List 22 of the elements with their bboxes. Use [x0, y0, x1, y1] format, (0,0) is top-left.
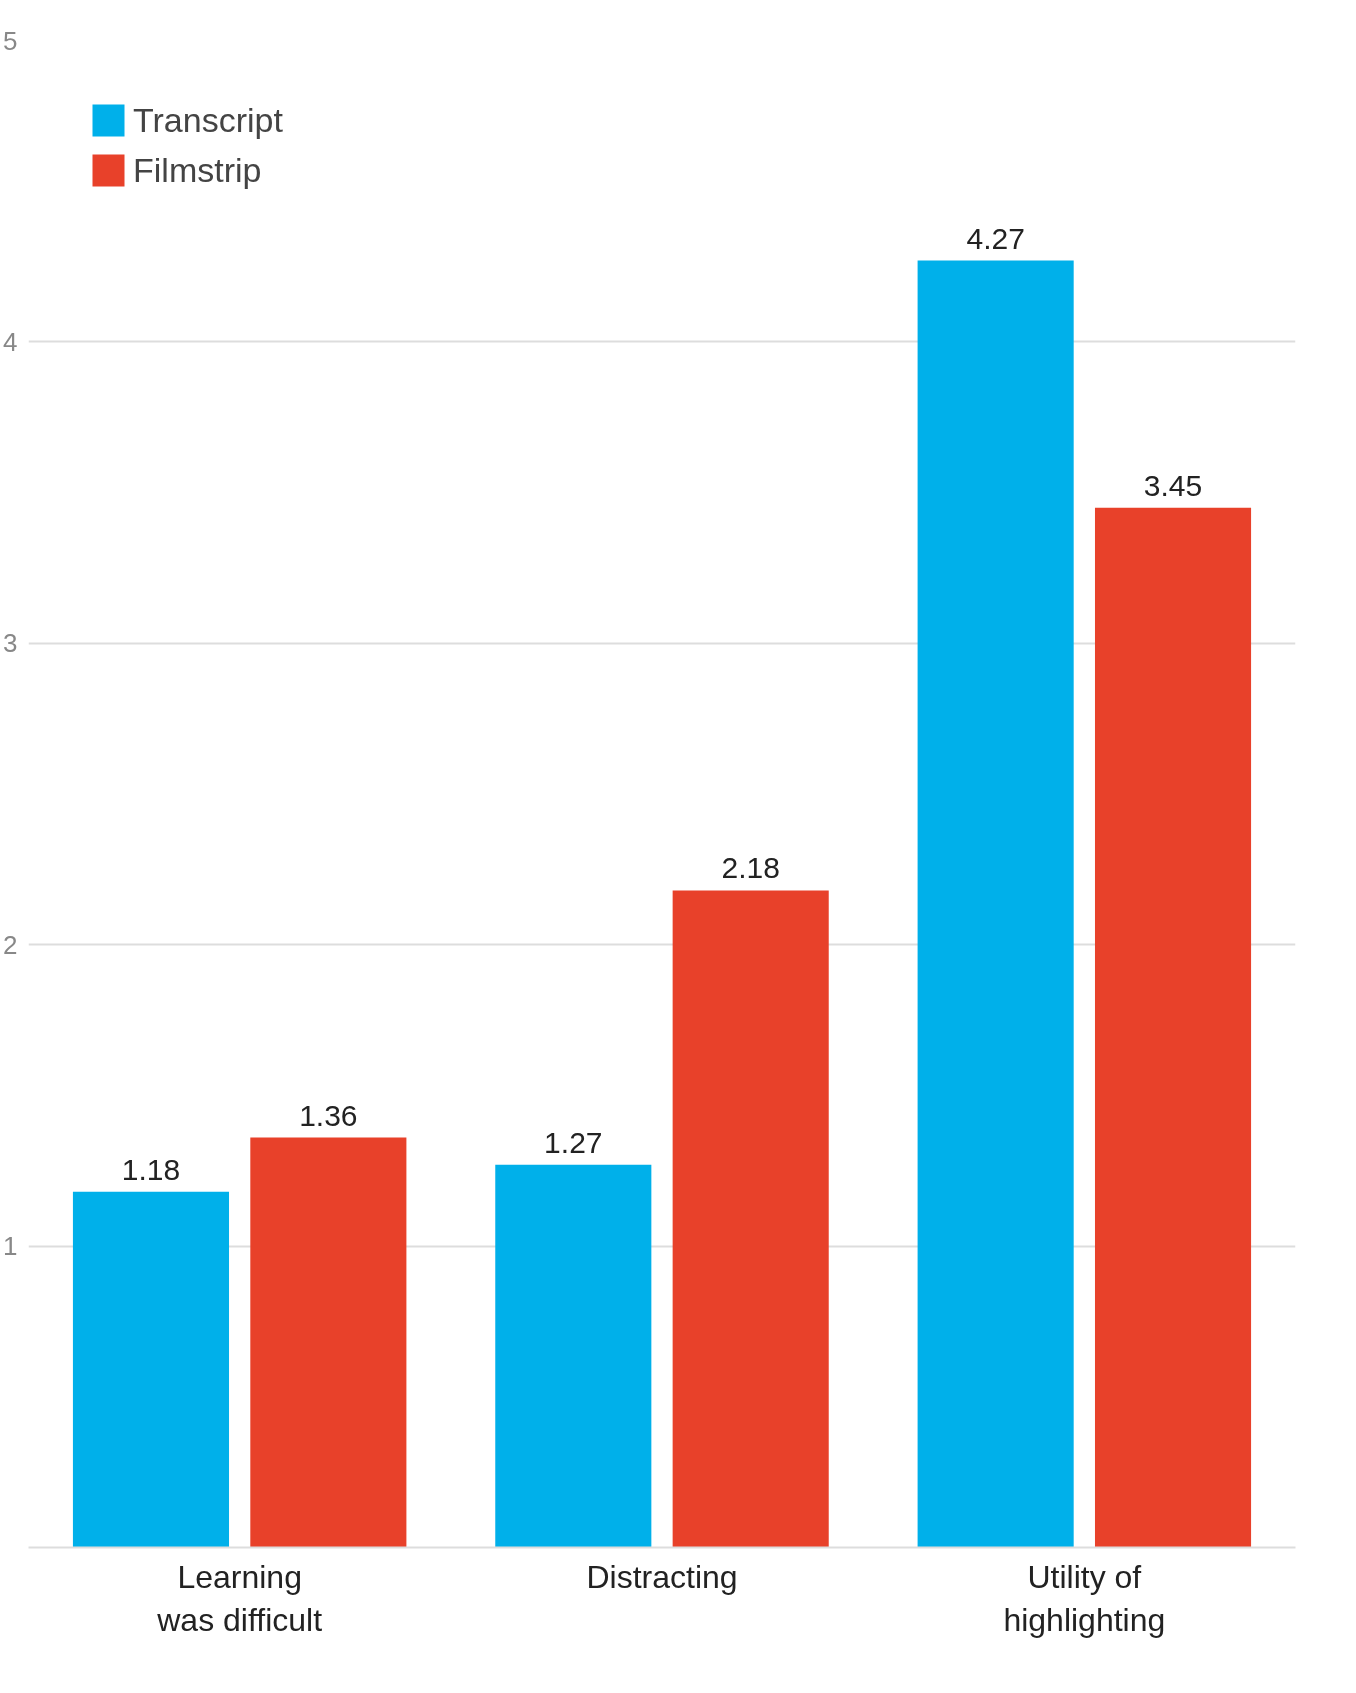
data-label: 3.45 [1143, 468, 1203, 502]
y-tick-label: 3 [3, 628, 18, 659]
x-tick-label: Utility of highlighting [1003, 1558, 1166, 1638]
bar [72, 1191, 230, 1548]
legend-label: Transcript [133, 100, 283, 140]
y-tick-label: 4 [3, 326, 18, 357]
x-tick-label: Learning was difficult [156, 1558, 323, 1638]
data-label: 1.18 [121, 1152, 181, 1186]
data-label: 1.27 [544, 1125, 603, 1159]
y-tick-label: 2 [3, 929, 18, 960]
data-label: 1.36 [299, 1098, 358, 1132]
data-label: 2.18 [721, 851, 780, 885]
bar [250, 1137, 407, 1548]
bar [672, 890, 829, 1548]
y-tick-label: 5 [3, 25, 18, 56]
legend-label: Filmstrip [133, 150, 262, 190]
x-tick-label: Distracting [586, 1558, 738, 1595]
y-tick-label: 1 [3, 1231, 18, 1262]
bar [495, 1164, 652, 1548]
bar [1094, 507, 1252, 1548]
bar [917, 260, 1074, 1548]
data-label: 4.27 [966, 221, 1025, 255]
